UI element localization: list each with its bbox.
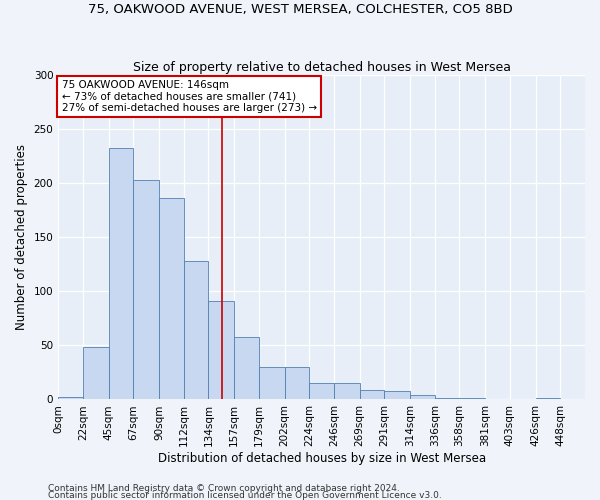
Bar xyxy=(410,395,435,400)
Bar xyxy=(83,348,109,400)
Bar xyxy=(58,398,83,400)
Bar xyxy=(460,398,485,400)
Bar xyxy=(284,367,309,400)
Bar xyxy=(435,398,460,400)
Bar xyxy=(359,390,385,400)
Text: Contains HM Land Registry data © Crown copyright and database right 2024.: Contains HM Land Registry data © Crown c… xyxy=(48,484,400,493)
Bar xyxy=(159,198,184,400)
Bar xyxy=(208,301,234,400)
Bar xyxy=(109,148,133,400)
Bar xyxy=(334,383,359,400)
Bar xyxy=(133,180,159,400)
Bar xyxy=(259,367,284,400)
Bar xyxy=(536,398,560,400)
Y-axis label: Number of detached properties: Number of detached properties xyxy=(15,144,28,330)
Bar xyxy=(385,391,410,400)
Bar xyxy=(234,336,259,400)
Bar xyxy=(309,383,334,400)
Bar xyxy=(184,261,208,400)
Text: 75 OAKWOOD AVENUE: 146sqm
← 73% of detached houses are smaller (741)
27% of semi: 75 OAKWOOD AVENUE: 146sqm ← 73% of detac… xyxy=(62,80,317,114)
Text: Contains public sector information licensed under the Open Government Licence v3: Contains public sector information licen… xyxy=(48,491,442,500)
Text: 75, OAKWOOD AVENUE, WEST MERSEA, COLCHESTER, CO5 8BD: 75, OAKWOOD AVENUE, WEST MERSEA, COLCHES… xyxy=(88,2,512,16)
Title: Size of property relative to detached houses in West Mersea: Size of property relative to detached ho… xyxy=(133,60,511,74)
X-axis label: Distribution of detached houses by size in West Mersea: Distribution of detached houses by size … xyxy=(158,452,485,465)
